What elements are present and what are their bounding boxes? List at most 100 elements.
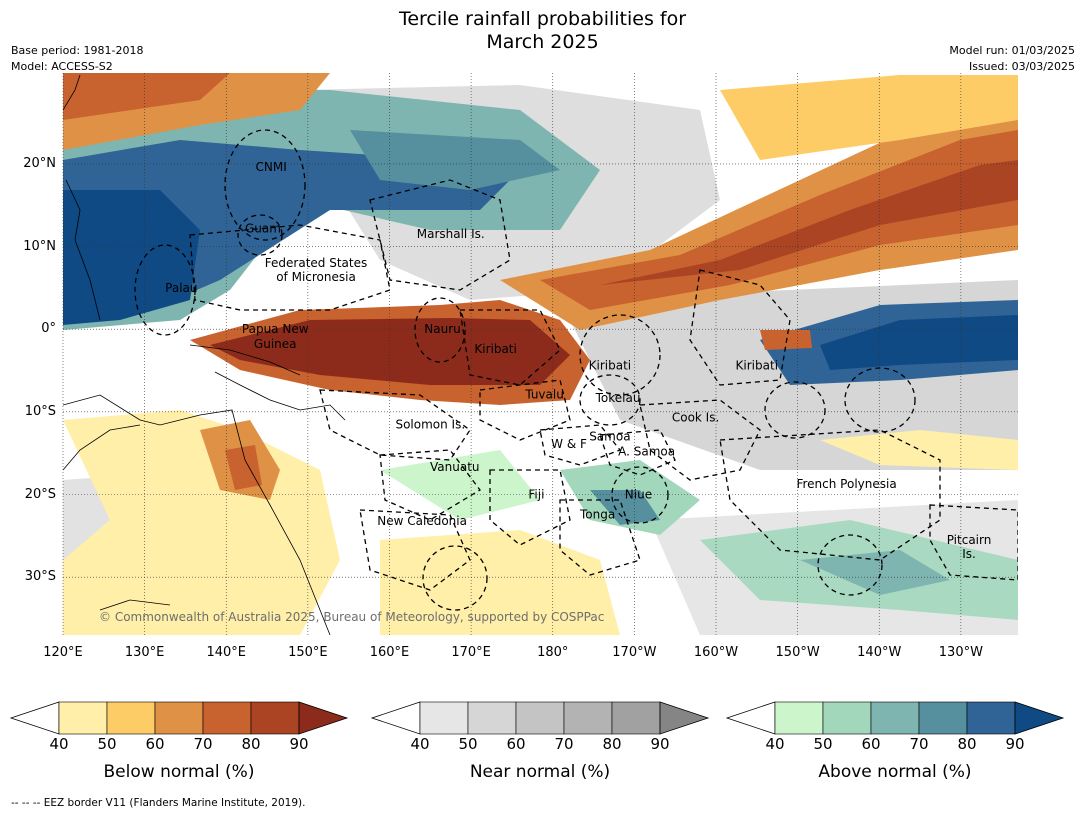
- colorbar-extend-low: [9, 701, 60, 735]
- colorbar-tick-label: 60: [145, 735, 165, 753]
- colorbar-tick-label: 80: [602, 735, 622, 753]
- y-tick-label: 20°N: [23, 155, 56, 171]
- colorbar-title: Near normal (%): [469, 762, 611, 782]
- region-label: Kiribati: [474, 342, 516, 356]
- colorbar-segment: [822, 701, 872, 735]
- eez-guam: [237, 214, 283, 256]
- below-normal-area: [760, 330, 812, 350]
- x-tick-label: 140°W: [857, 645, 902, 660]
- region-label: Niue: [625, 488, 652, 502]
- below-normal-area: [540, 130, 1018, 310]
- colorbar-segment: [870, 701, 920, 735]
- region-label: Is.: [962, 547, 976, 561]
- colorbar-segment: [250, 701, 300, 735]
- x-tick-label: 160°W: [693, 645, 739, 660]
- eez-kiribati-gilbert: [459, 309, 561, 386]
- region-label: A. Samoa: [618, 445, 675, 459]
- region-label: Palau: [165, 281, 197, 295]
- copyright-text: © Commonwealth of Australia 2025, Bureau…: [99, 610, 604, 624]
- below-normal-area: [225, 445, 262, 490]
- region-label: Tokelau: [595, 391, 641, 405]
- colorbar-tick-label: 90: [650, 735, 670, 753]
- colorbar-segment: [611, 701, 661, 735]
- region-label: Cook Is.: [672, 411, 719, 425]
- x-tick-label: 140°E: [206, 645, 246, 660]
- region-label: Tuvalu: [524, 387, 564, 401]
- colorbar-tick-label: 70: [554, 735, 574, 753]
- eez-austral: [817, 534, 883, 596]
- region-label: Papua New: [242, 322, 309, 336]
- colorbar-extend-high: [1014, 701, 1065, 735]
- colorbar-tick-label: 80: [241, 735, 261, 753]
- region-label: Vanuatu: [430, 460, 480, 474]
- colorbar-tick-label: 50: [813, 735, 833, 753]
- region-label: French Polynesia: [796, 477, 896, 491]
- below-normal-area: [720, 75, 1018, 160]
- region-label: New Caledonia: [377, 514, 467, 528]
- above-normal-area: [350, 130, 560, 190]
- eez-new-caledonia: [359, 509, 471, 591]
- region-label: W & F: [551, 437, 587, 451]
- eez-nauru: [414, 297, 466, 363]
- colorbars: [9, 701, 1065, 735]
- colorbar-segment: [58, 701, 108, 735]
- region-label: Nauru: [424, 322, 460, 336]
- colorbar-tick-label: 40: [410, 735, 430, 753]
- eez-samoa: [599, 429, 676, 476]
- colorbar-segment: [419, 701, 469, 735]
- colorbar-tick-label: 50: [458, 735, 478, 753]
- x-tick-label: 150°W: [775, 645, 820, 660]
- eez-tokelau: [579, 374, 641, 426]
- region-label: Fiji: [528, 488, 544, 502]
- colorbar-tick-label: 90: [1005, 735, 1025, 753]
- model-run: Model run: 01/03/2025: [949, 44, 1075, 57]
- graticule: [62, 73, 1018, 635]
- philippines-coast: [65, 179, 101, 321]
- below-normal-area: [600, 160, 1018, 285]
- colorbar-tick-label: 40: [49, 735, 69, 753]
- below-normal-area: [380, 530, 620, 635]
- colorbar-segment: [106, 701, 156, 735]
- region-label: CNMI: [256, 160, 287, 174]
- eez-fsm: [189, 224, 391, 311]
- region-label: Solomon Is.: [395, 417, 465, 431]
- colorbar-tick-label: 60: [861, 735, 881, 753]
- eez-norfolk: [422, 545, 488, 611]
- below-normal-area: [210, 318, 570, 385]
- above-normal-area: [820, 315, 1018, 370]
- taiwan-coast: [63, 74, 81, 111]
- colorbar-tick-label: 80: [957, 735, 977, 753]
- colorbar-tick-label: 90: [289, 735, 309, 753]
- x-tick-label: 180°: [537, 645, 569, 660]
- x-tick-label: 130°W: [938, 645, 983, 660]
- base-period: Base period: 1981-2018: [11, 44, 144, 57]
- eez-palau: [134, 244, 196, 336]
- x-tick-label: 150°E: [288, 645, 328, 660]
- above-normal-area: [590, 490, 660, 525]
- eez-kiribati-line: [689, 269, 791, 386]
- colorbar-segment: [515, 701, 565, 735]
- eez-vanuatu: [379, 449, 481, 521]
- colorbar-tick-label: 50: [97, 735, 117, 753]
- eez-pitcairn: [929, 504, 1018, 581]
- region-label: Kiribati: [589, 359, 631, 373]
- region-label: of Micronesia: [276, 270, 356, 284]
- eez-wallis-futuna: [539, 424, 622, 466]
- colorbar-extend-high: [298, 701, 349, 735]
- x-tick-label: 170°W: [612, 645, 657, 660]
- region-label: Tonga: [579, 507, 615, 521]
- above-normal-area: [380, 450, 540, 520]
- y-tick-label: 0°: [41, 321, 56, 337]
- eez-fiji: [489, 469, 571, 546]
- new-guinea-coast: [214, 371, 346, 421]
- x-tick-label: 160°E: [369, 645, 410, 660]
- above-normal-area: [63, 190, 200, 325]
- colorbar-extend-low: [370, 701, 421, 735]
- colorbar-tick-label: 40: [765, 735, 785, 753]
- new-guinea-coast: [189, 344, 301, 376]
- model-name: Model: ACCESS-S2: [11, 60, 113, 73]
- y-tick-label: 20°S: [24, 486, 56, 502]
- probability-field: [63, 73, 1018, 635]
